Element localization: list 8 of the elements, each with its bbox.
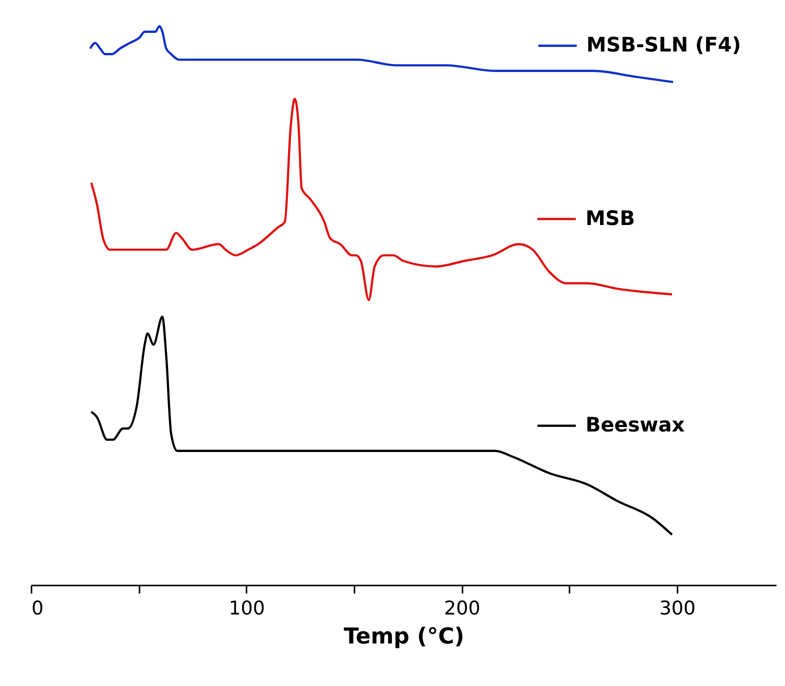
legend-label: MSB-SLN (F4)	[586, 32, 741, 57]
x-axis-title: Temp (°C)	[344, 624, 464, 650]
x-tick-label: 100	[228, 598, 265, 620]
legend-label: Beeswax	[585, 412, 685, 437]
x-tick-label: 200	[444, 598, 480, 620]
x-tick-label: 300	[659, 598, 696, 620]
legend-label: MSB	[585, 206, 636, 230]
x-tick-label: 0	[32, 598, 44, 620]
